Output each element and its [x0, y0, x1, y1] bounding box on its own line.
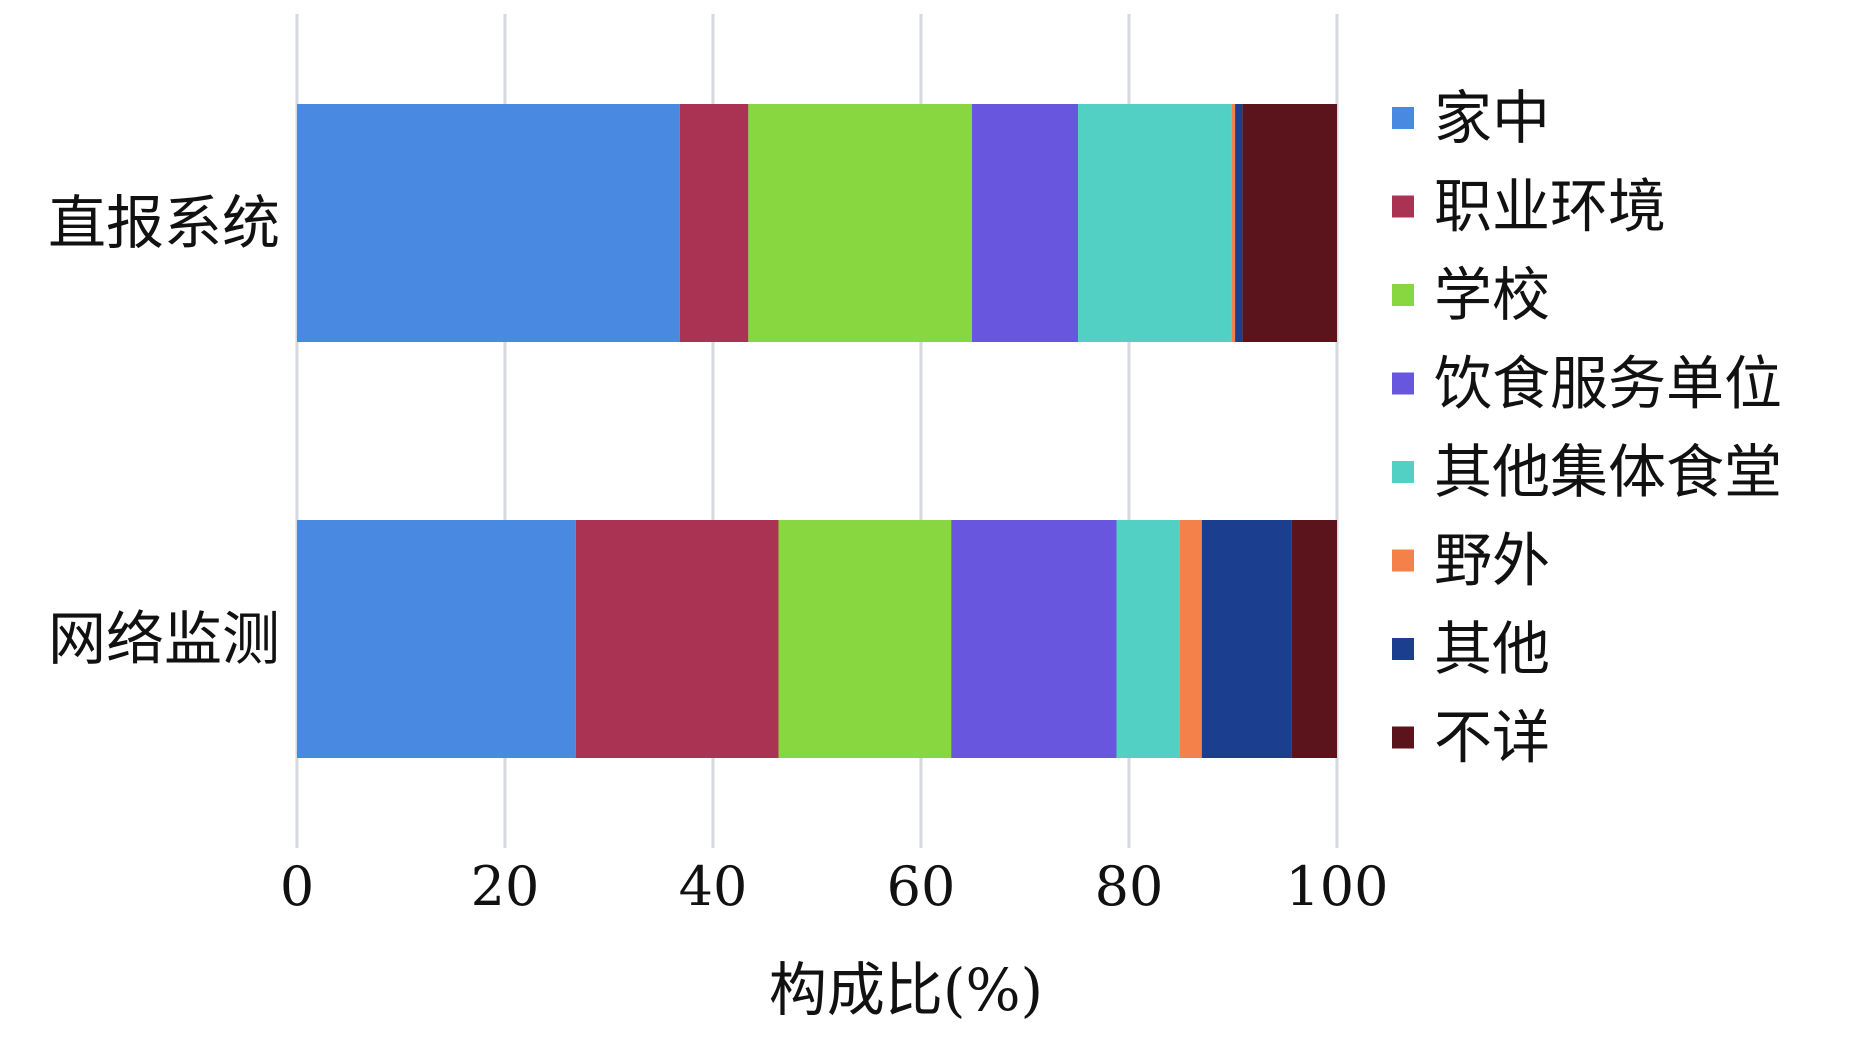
category-label-1: 网络监测	[48, 605, 280, 673]
legend-label-0: 家中	[1434, 84, 1550, 152]
x-tick-label-80: 80	[1095, 855, 1164, 918]
legend-label-1: 职业环境	[1434, 173, 1666, 241]
legend-label-2: 学校	[1434, 261, 1550, 329]
bars	[297, 104, 1337, 758]
x-tick-label-100: 100	[1285, 855, 1388, 918]
legend-label-5: 野外	[1434, 527, 1550, 595]
bar-segment-1-3	[951, 520, 1117, 758]
legend-swatch-0	[1392, 107, 1414, 129]
category-label-0: 直报系统	[48, 189, 280, 257]
legend-label-4: 其他集体食堂	[1434, 438, 1782, 506]
bar-segment-0-1	[679, 104, 749, 342]
bar-segment-0-7	[1242, 104, 1337, 342]
legend-swatch-4	[1392, 461, 1414, 483]
bar-segment-1-5	[1179, 520, 1202, 758]
bar-segment-0-3	[971, 104, 1079, 342]
legend-swatch-1	[1392, 195, 1414, 218]
bar-segment-0-5	[1231, 104, 1236, 342]
bar-segment-1-4	[1116, 520, 1180, 758]
bar-segment-1-2	[778, 520, 952, 758]
legend-swatch-2	[1392, 284, 1414, 306]
bar-segment-1-7	[1291, 520, 1337, 758]
legend-swatch-3	[1392, 372, 1414, 395]
bar-segment-0-0	[297, 104, 680, 342]
bar-segment-0-4	[1078, 104, 1232, 342]
legend-label-3: 饮食服务单位	[1434, 350, 1782, 418]
x-tick-labels: 0 20 40 60 80 100	[280, 855, 1389, 918]
legend-label-7: 不详	[1434, 704, 1550, 772]
x-tick-label-20: 20	[471, 855, 540, 918]
x-axis-title: 构成比(%)	[769, 956, 1043, 1024]
legend-swatch-6	[1392, 638, 1414, 660]
bar-segment-1-6	[1201, 520, 1292, 758]
bar-segment-1-0	[297, 520, 576, 758]
bar-segment-0-6	[1235, 104, 1243, 342]
legend-swatch-5	[1392, 549, 1414, 572]
legend-label-6: 其他	[1434, 615, 1550, 683]
legend-swatch-7	[1392, 726, 1414, 749]
bar-segment-0-2	[748, 104, 972, 342]
x-tick-label-40: 40	[679, 855, 748, 918]
x-tick-label-0: 0	[280, 855, 314, 918]
bar-segment-1-1	[575, 520, 779, 758]
x-tick-label-60: 60	[887, 855, 956, 918]
